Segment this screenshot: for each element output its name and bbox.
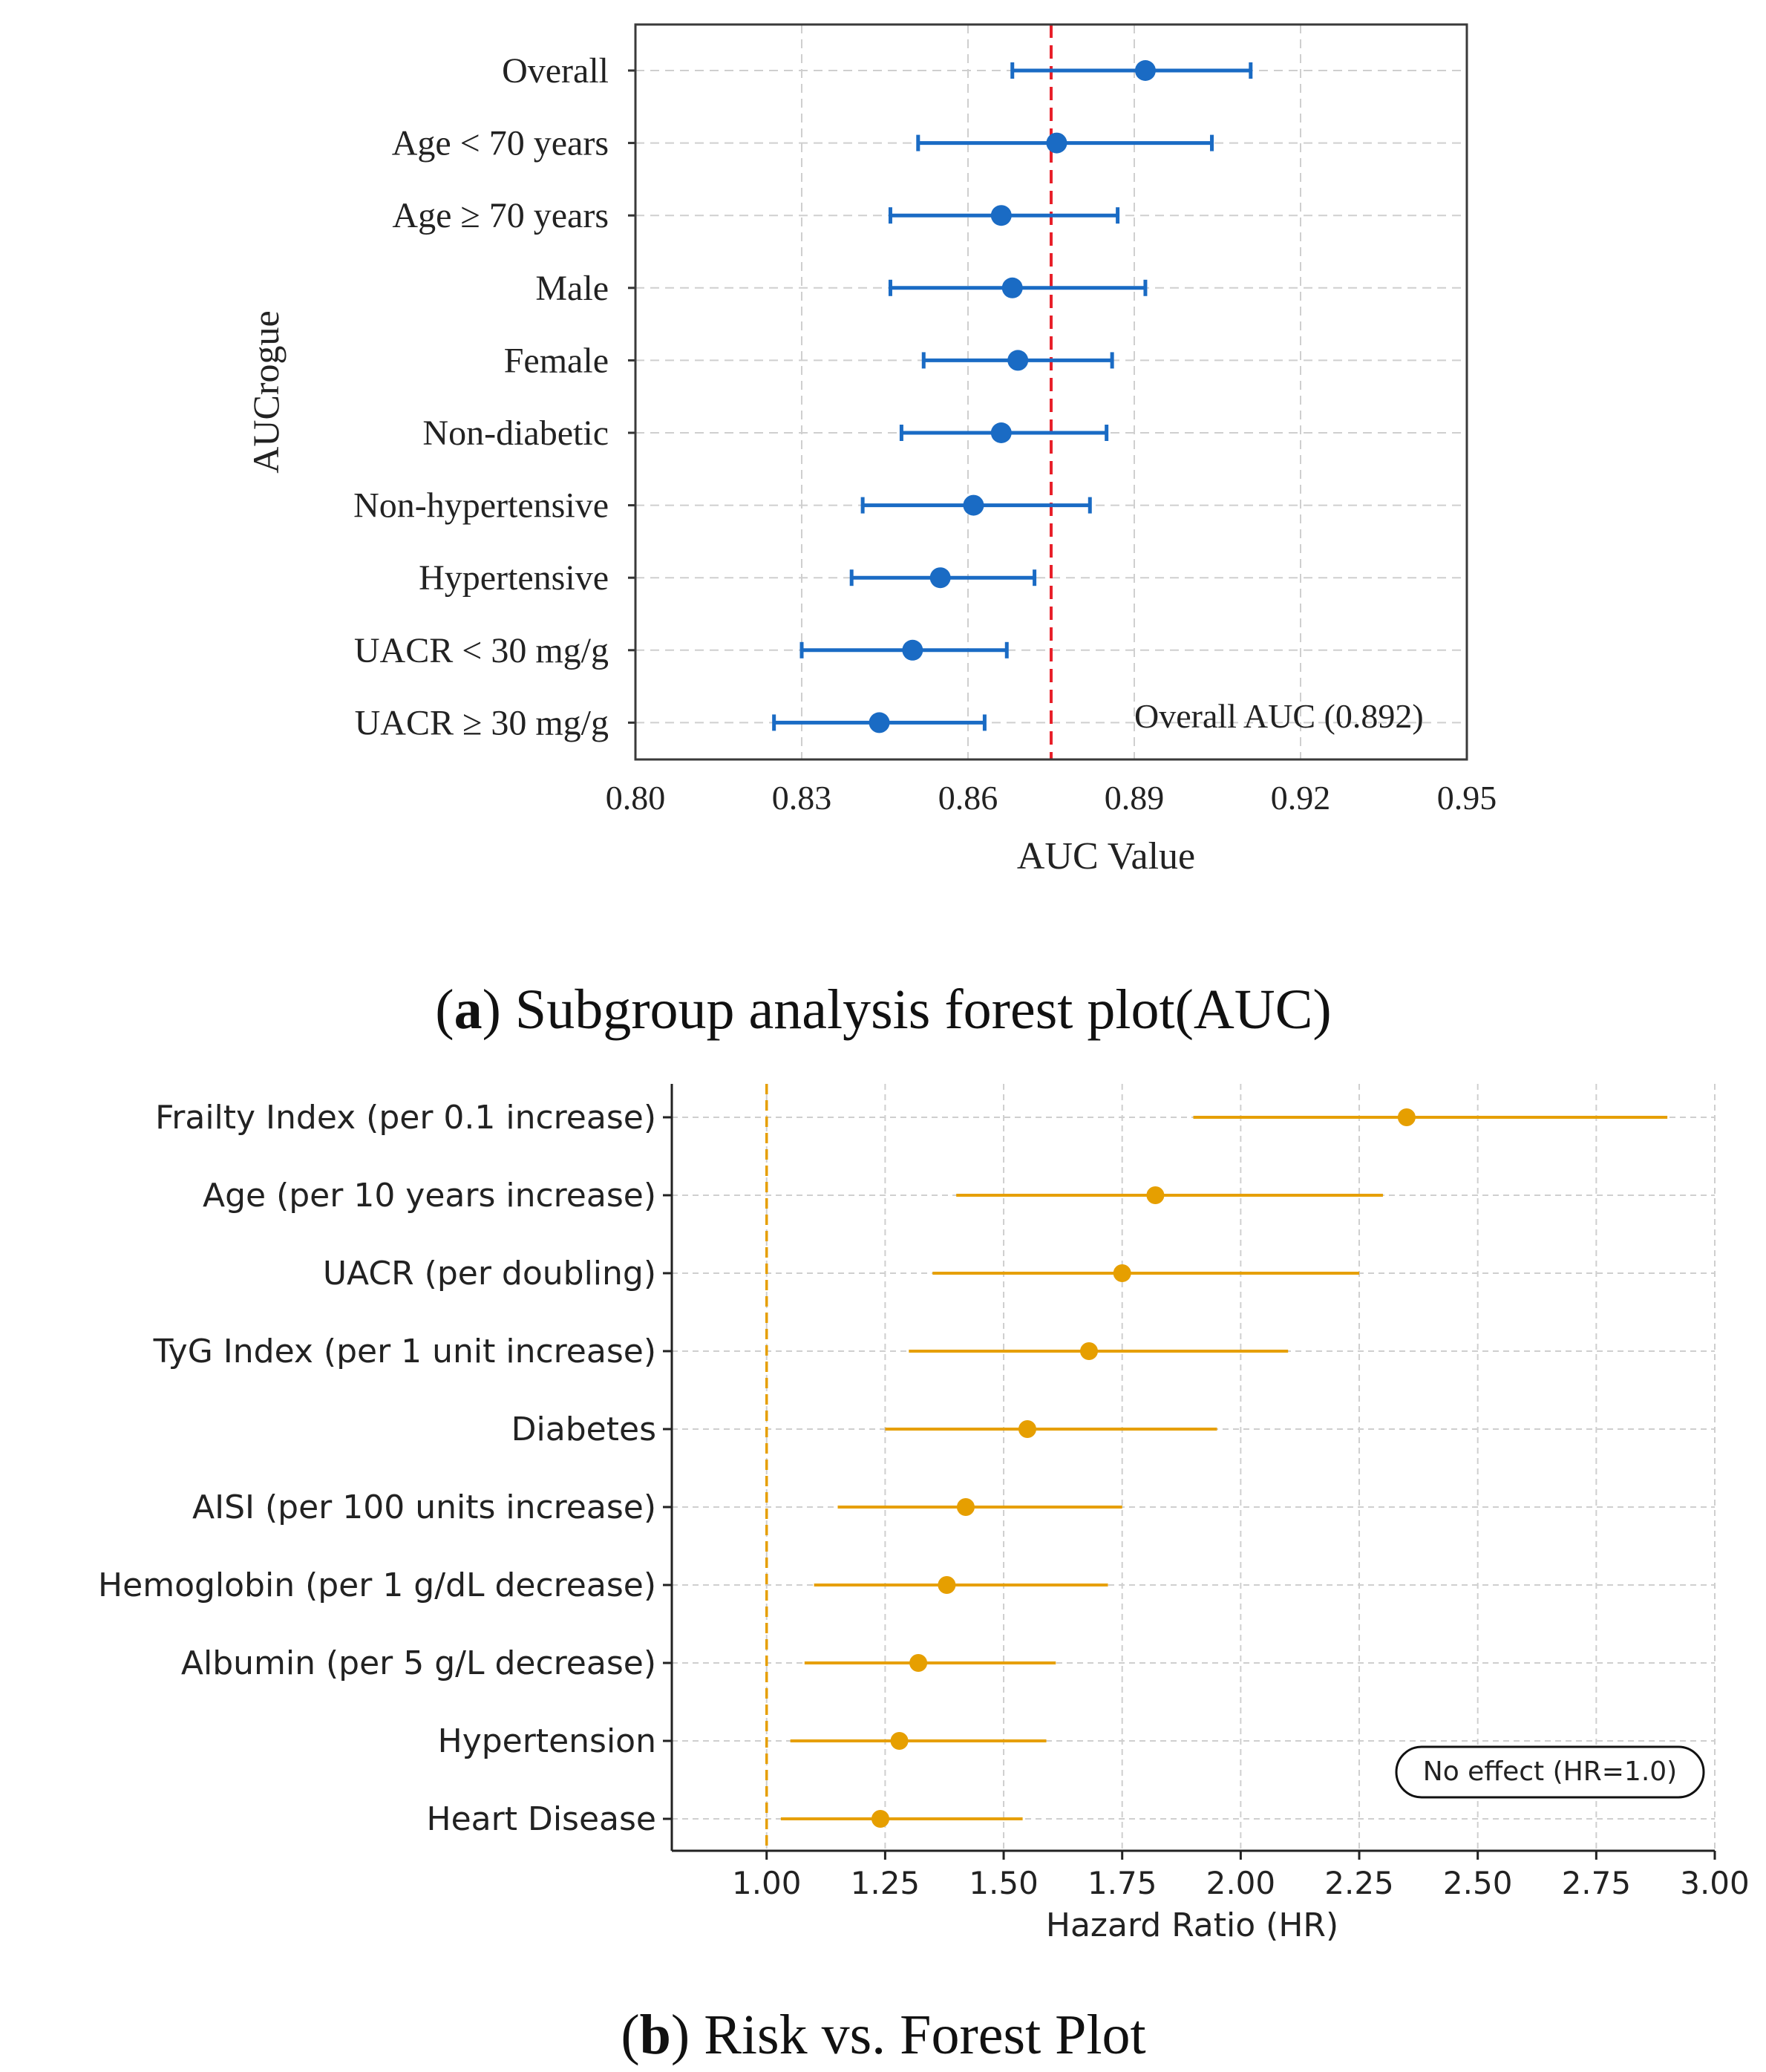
panel-b-x-tick-label: 1.00 <box>732 1865 802 1901</box>
panel-b-category-label: Albumin (per 5 g/L decrease) <box>181 1644 656 1682</box>
panel-b-x-tick-label: 2.50 <box>1443 1865 1513 1901</box>
panel-a-caption-letter: a <box>454 978 483 1041</box>
panel-a-category-label: Non-hypertensive <box>353 486 609 526</box>
panel-b-caption-letter: b <box>640 2004 671 2066</box>
panel-a-point <box>1134 60 1156 81</box>
panel-b-x-tick-label: 1.50 <box>969 1865 1039 1901</box>
panel-b-x-tick-labels: 1.00 1.25 1.50 1.75 2.00 2.25 2.50 2.75 3.00 <box>732 1865 1750 1901</box>
panel-a-x-axis-label: AUC Value <box>1017 835 1195 878</box>
panel-a-category-label: Overall <box>502 51 609 91</box>
panel-a-x-tick-labels: 0.80 0.83 0.86 0.89 0.92 0.95 <box>606 779 1497 817</box>
panel-a-category-label: Age < 70 years <box>392 124 609 163</box>
panel-b-category-label: TyG Index (per 1 unit increase) <box>153 1333 656 1370</box>
panel-a-category-label: Non-diabetic <box>422 414 609 453</box>
panel-b-caption-text: Risk vs. Forest Plot <box>704 2004 1145 2066</box>
panel-b-category-labels: Frailty Index (per 0.1 increase) Age (per… <box>98 1099 656 1838</box>
panel-b-point <box>890 1732 909 1750</box>
panel-b-x-tick-label: 3.00 <box>1680 1865 1750 1901</box>
panel-b-point <box>871 1810 889 1828</box>
panel-b-category-label: Frailty Index (per 0.1 increase) <box>155 1099 656 1137</box>
panel-b-gridlines <box>663 1084 1716 1860</box>
panel-b-x-tick-label: 2.75 <box>1562 1865 1632 1901</box>
panel-b-point <box>1146 1186 1165 1204</box>
panel-a-point <box>990 205 1012 226</box>
panel-a-y-axis-label: AUCrogue <box>245 310 287 473</box>
panel-a-auc-forest-plot: Overall Age < 70 years Age ≥ 70 years Male F… <box>245 23 1497 1041</box>
panel-b-point <box>1397 1108 1416 1126</box>
panel-a-point <box>1046 132 1067 154</box>
panel-b-category-label: Age (per 10 years increase) <box>203 1177 656 1215</box>
panel-a-gridlines <box>628 24 1468 759</box>
panel-b-caption: (b) Risk vs. Forest Plot <box>621 2004 1145 2066</box>
panel-a-x-tick-label: 0.89 <box>1105 779 1165 817</box>
panel-b-category-label: UACR (per doubling) <box>323 1255 656 1292</box>
panel-a-x-tick-label: 0.80 <box>606 779 666 817</box>
panel-b-x-axis-label: Hazard Ratio (HR) <box>1046 1906 1338 1944</box>
panel-a-category-label: Male <box>535 269 609 308</box>
panel-a-point <box>929 567 951 589</box>
panel-a-category-label: Age ≥ 70 years <box>392 196 609 235</box>
panel-b-category-label: AISI (per 100 units increase) <box>192 1488 656 1526</box>
panel-a-category-label: UACR < 30 mg/g <box>354 631 609 670</box>
panel-b-x-tick-label: 1.25 <box>851 1865 920 1901</box>
panel-b-category-label: Heart Disease <box>426 1800 656 1838</box>
panel-a-point <box>990 422 1012 443</box>
panel-b-point <box>1018 1420 1036 1438</box>
panel-a-point <box>902 639 923 661</box>
panel-b-marks <box>780 1108 1668 1828</box>
panel-a-x-tick-label: 0.83 <box>772 779 832 817</box>
panel-b-category-label: Hypertension <box>438 1722 656 1760</box>
panel-a-point <box>1007 350 1029 371</box>
panel-a-category-label: Female <box>504 341 609 380</box>
panel-a-plot-frame <box>634 23 1468 761</box>
panel-b-x-tick-label: 2.00 <box>1206 1865 1276 1901</box>
panel-a-point <box>963 494 984 516</box>
panel-a-point <box>1001 277 1023 298</box>
panel-b-category-label: Hemoglobin (per 1 g/dL decrease) <box>98 1566 656 1604</box>
panel-a-x-tick-label: 0.86 <box>938 779 998 817</box>
panel-b-point <box>1080 1342 1098 1360</box>
panel-a-category-label: Hypertensive <box>419 558 609 598</box>
panel-b-point <box>938 1576 956 1594</box>
panel-a-category-label: UACR ≥ 30 mg/g <box>355 703 609 742</box>
panel-b-point <box>909 1654 928 1672</box>
panel-b-point <box>1113 1264 1131 1282</box>
panel-b-legend: No effect (HR=1.0) <box>1395 1745 1705 1799</box>
panel-a-reference-annotation: Overall AUC (0.892) <box>1134 697 1424 735</box>
panel-b-category-label: Diabetes <box>511 1411 656 1448</box>
panel-b-point <box>956 1498 975 1516</box>
panel-a-point <box>869 712 890 733</box>
panel-a-caption: (a) Subgroup analysis forest plot(AUC) <box>435 978 1331 1041</box>
panel-b-legend-box <box>1395 1745 1705 1799</box>
panel-b-x-tick-label: 1.75 <box>1088 1865 1157 1901</box>
panel-a-x-tick-label: 0.95 <box>1437 779 1497 817</box>
panel-a-marks <box>772 60 1253 733</box>
panel-b-hr-forest-plot: Frailty Index (per 0.1 increase) Age (per… <box>98 1084 1750 2066</box>
panel-a-category-labels: Overall Age < 70 years Age ≥ 70 years Male F… <box>353 51 609 742</box>
panel-a-x-tick-label: 0.92 <box>1271 779 1331 817</box>
panel-b-x-tick-label: 2.25 <box>1324 1865 1394 1901</box>
panel-b-legend-label: No effect (HR=1.0) <box>1423 1756 1677 1787</box>
panel-a-caption-text: Subgroup analysis forest plot(AUC) <box>515 978 1332 1041</box>
